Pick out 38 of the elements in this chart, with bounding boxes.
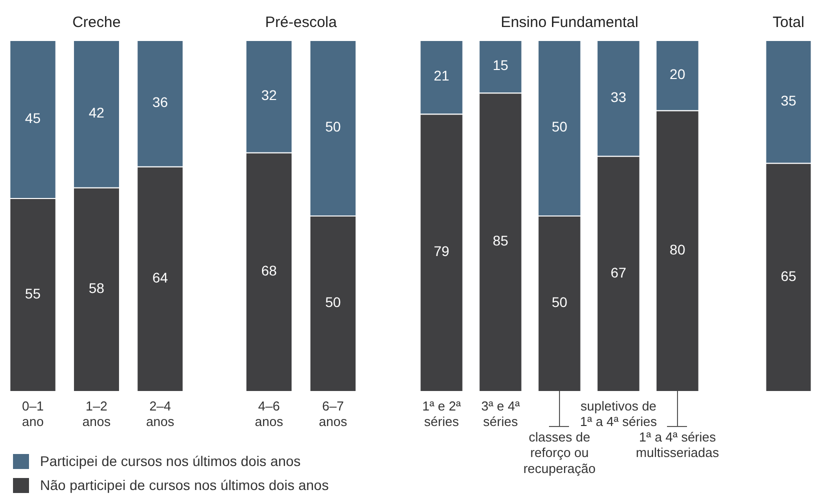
chart-title: Creche	[72, 14, 121, 32]
data-label: 50	[552, 294, 568, 310]
x-tick-label: 3ª e 4ª séries	[481, 398, 520, 429]
x-tick-label: 1ª a 4ª séries multisseriadas	[636, 430, 720, 460]
data-label: 50	[325, 294, 341, 310]
data-label: 68	[261, 262, 277, 279]
data-label: 65	[780, 268, 796, 284]
data-label: 45	[25, 110, 41, 126]
x-tick-label: classes de reforço ou recuperação	[523, 430, 596, 476]
x-tick-label: 2–4 anos	[146, 398, 175, 429]
data-label: 55	[25, 285, 41, 302]
data-label: 67	[610, 264, 626, 280]
data-label: 79	[434, 243, 450, 260]
x-tick-label: supletivos de 1ª a 4ª séries	[580, 398, 658, 429]
legend-label: Participei de cursos nos últimos dois anos	[40, 453, 301, 469]
chart-title: Pré-escola	[265, 14, 338, 32]
data-label: 50	[325, 118, 341, 135]
x-tick-label: 1–2 anos	[82, 398, 112, 429]
legend-label: Não participei de cursos nos últimos dois anos	[40, 477, 329, 493]
data-label: 21	[434, 68, 450, 84]
x-tick-label: 0–1 ano	[22, 398, 44, 429]
x-tick-label: 4–6 anos	[254, 398, 284, 429]
chart-title: Ensino Fundamental	[500, 14, 638, 32]
data-label: 32	[261, 87, 277, 104]
data-label: 58	[88, 280, 104, 296]
data-label: 35	[780, 92, 796, 108]
data-label: 15	[492, 57, 508, 74]
data-label: 42	[88, 104, 104, 121]
data-label: 33	[610, 88, 626, 105]
chart-title: Total	[772, 14, 804, 32]
data-label: 80	[670, 241, 686, 258]
data-label: 85	[492, 232, 508, 249]
data-label: 64	[152, 270, 168, 286]
data-label: 36	[152, 94, 168, 110]
data-label: 50	[552, 118, 568, 135]
data-label: 20	[670, 66, 686, 82]
x-tick-label: 6–7 anos	[318, 398, 348, 429]
x-tick-label: 1ª e 2ª séries	[422, 398, 461, 429]
